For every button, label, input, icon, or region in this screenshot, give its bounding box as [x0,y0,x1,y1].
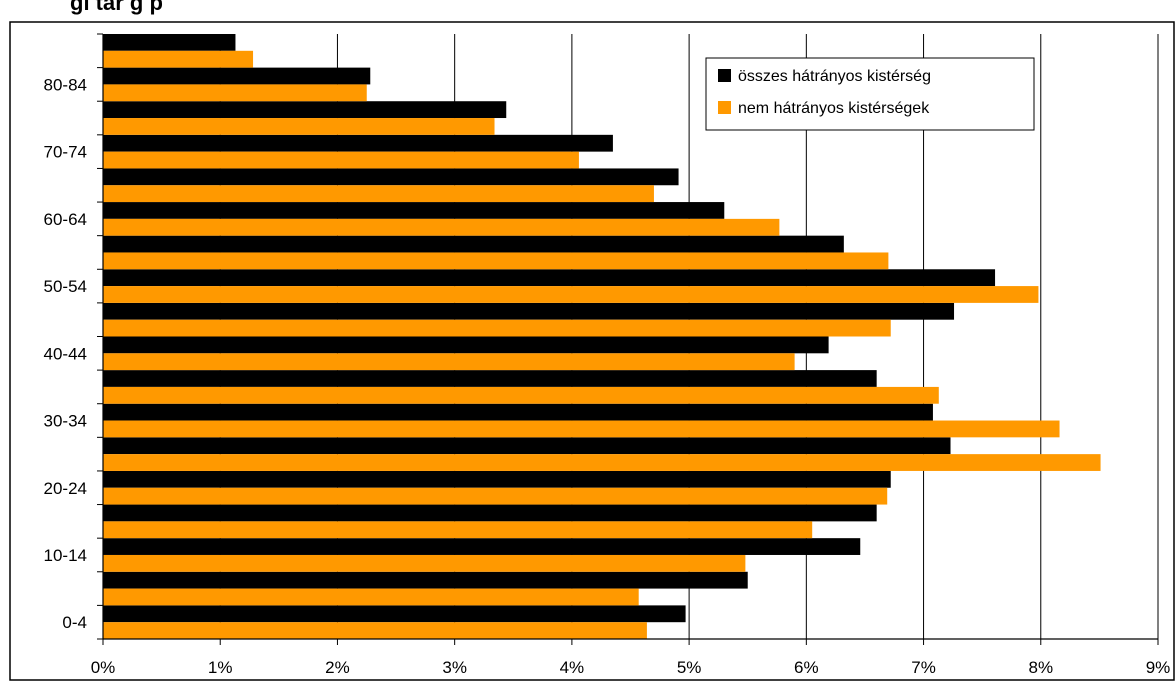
bar-nem-hatranyos-15-19 [103,521,813,539]
bar-nem-hatranyos-25-29 [103,454,1101,471]
y-tick-label: 20-24 [44,479,87,498]
bar-osszes-hatranyos-25-29 [103,437,951,455]
x-tick-label: 1% [208,658,233,677]
bar-osszes-hatranyos-0-4 [103,605,686,623]
bar-osszes-hatranyos-60-64 [103,202,725,219]
bar-osszes-hatranyos-85- [103,34,236,51]
x-tick-label: 8% [1028,658,1053,677]
bar-nem-hatranyos-35-39 [103,386,939,404]
bar-nem-hatranyos-85- [103,50,254,68]
bar-osszes-hatranyos-55-59 [103,235,844,253]
bar-nem-hatranyos-60-64 [103,218,780,236]
legend-box [705,57,1035,131]
bars [103,34,1101,639]
y-tick-label: 70-74 [44,143,87,162]
legend-label: összes hátrányos kistérség [738,68,931,85]
bar-osszes-hatranyos-40-44 [103,336,829,354]
bar-nem-hatranyos-5-9 [103,588,639,606]
bar-osszes-hatranyos-35-39 [103,370,877,387]
y-tick-label: 60-64 [44,210,87,229]
x-tick-label: 2% [325,658,350,677]
bar-osszes-hatranyos-50-54 [103,269,996,287]
x-tick-label: 3% [442,658,467,677]
x-tick-label: 7% [911,658,936,677]
y-tick-label: 30-34 [44,412,87,431]
bar-nem-hatranyos-30-34 [103,420,1060,438]
bar-nem-hatranyos-50-54 [103,286,1039,303]
bar-osszes-hatranyos-30-34 [103,403,933,421]
bar-osszes-hatranyos-65-69 [103,168,679,186]
bar-osszes-hatranyos-15-19 [103,504,877,522]
bar-osszes-hatranyos-80-84 [103,67,371,85]
x-tick-label: 6% [794,658,819,677]
bar-nem-hatranyos-20-24 [103,487,888,505]
y-tick-label: 80-84 [44,75,87,94]
x-tick-label: 9% [1146,658,1171,677]
bar-nem-hatranyos-45-49 [103,319,891,337]
legend-label: nem hátrányos kistérségek [738,100,930,117]
x-axis-ticks: 0% 1% 2% 3% 4% 5% 6% 7% 8% 9% [91,639,1171,677]
bar-nem-hatranyos-70-74 [103,151,579,169]
bar-nem-hatranyos-10-14 [103,554,746,572]
bar-osszes-hatranyos-5-9 [103,571,748,589]
legend: összes hátrányos kistérség nem hátrányos … [705,57,1035,131]
bar-osszes-hatranyos-70-74 [103,134,613,152]
bar-osszes-hatranyos-75-79 [103,101,507,119]
x-tick-label: 4% [560,658,585,677]
y-tick-label: 40-44 [44,344,87,363]
legend-swatch [718,69,731,82]
bar-nem-hatranyos-40-44 [103,353,795,371]
bar-nem-hatranyos-0-4 [103,622,647,639]
bar-osszes-hatranyos-45-49 [103,302,955,320]
bar-nem-hatranyos-80-84 [103,84,367,102]
x-tick-label: 0% [91,658,116,677]
y-tick-label: 10-14 [44,546,87,565]
bar-osszes-hatranyos-20-24 [103,470,891,488]
x-tick-label: 5% [677,658,702,677]
y-axis-ticks: 0-4 10-14 20-24 30-34 40-44 50-54 60-64 70-74 80… [44,33,103,640]
bar-nem-hatranyos-75-79 [103,118,495,135]
title-strip: gi tár g p [0,0,1176,24]
y-tick-label: 50-54 [44,277,87,296]
legend-swatch [718,101,731,114]
chart-title-fragment: gi tár g p [70,0,163,15]
bar-osszes-hatranyos-10-14 [103,538,861,555]
bar-nem-hatranyos-55-59 [103,252,889,270]
y-tick-label: 0-4 [62,613,87,632]
bar-nem-hatranyos-65-69 [103,185,654,203]
